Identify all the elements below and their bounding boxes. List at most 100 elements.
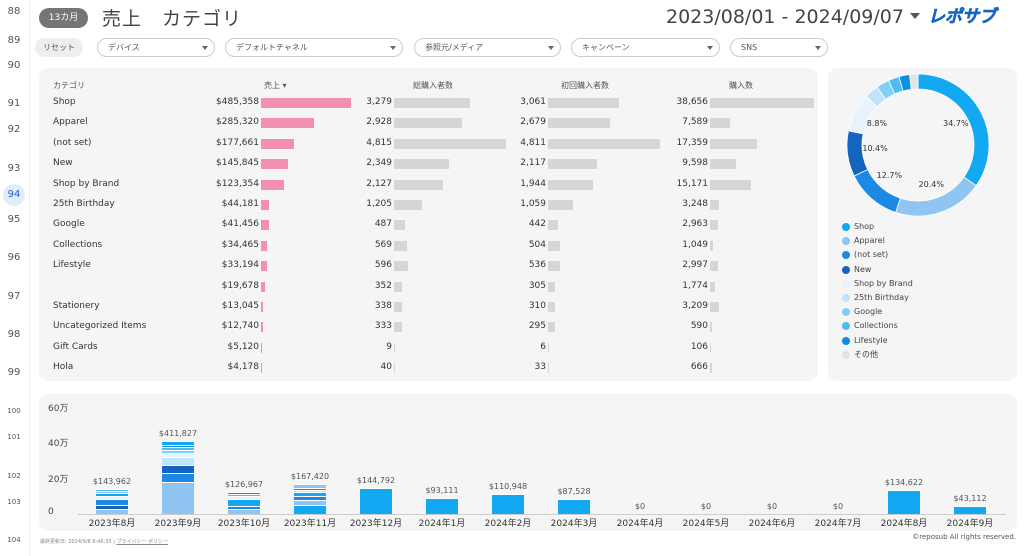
bar-segment[interactable] (954, 506, 986, 514)
first-buyers-bar (548, 138, 660, 149)
bar-segment[interactable] (162, 447, 194, 450)
row-number[interactable]: 90 (7, 60, 21, 71)
legend-item[interactable]: Collections (842, 320, 898, 332)
bar-segment[interactable] (492, 494, 524, 514)
legend-item[interactable]: Lifestyle (842, 335, 888, 347)
bar-segment[interactable] (162, 464, 194, 473)
row-number[interactable]: 100 (7, 407, 21, 415)
bar-segment[interactable] (360, 488, 392, 514)
bar-segment[interactable] (294, 500, 326, 505)
legend-item[interactable]: Google (842, 306, 882, 318)
bar-segment[interactable] (294, 488, 326, 490)
bar-segment[interactable] (228, 491, 260, 494)
bar-segment[interactable] (162, 445, 194, 448)
row-number[interactable]: 94 (3, 184, 25, 206)
legend-item[interactable]: その他 (842, 349, 878, 361)
filter-campaign[interactable]: キャンペーン (571, 38, 720, 57)
row-number[interactable]: 89 (7, 35, 21, 46)
donut-percent-label: 20.4% (918, 179, 944, 189)
bar-segment[interactable] (228, 508, 260, 514)
bar-segment[interactable] (96, 509, 128, 514)
date-range-dropdown-icon[interactable] (910, 13, 920, 19)
bar-segment[interactable] (294, 496, 326, 501)
reset-button[interactable]: リセット (35, 38, 83, 57)
bar-segment[interactable] (162, 441, 194, 446)
bar-segment[interactable] (162, 473, 194, 483)
filter-source-medium[interactable]: 参照元/メディア (414, 38, 561, 57)
date-range-picker[interactable]: 2023/08/01 - 2024/09/07 (666, 6, 904, 28)
bar-segment[interactable] (96, 492, 128, 496)
bar-segment[interactable] (558, 498, 590, 514)
bar-segment[interactable] (96, 495, 128, 499)
bar-segment[interactable] (96, 504, 128, 510)
bar-segment[interactable] (162, 482, 194, 514)
privacy-policy-link[interactable]: プライバシー ポリシー (116, 539, 168, 545)
row-number[interactable]: 103 (7, 498, 21, 506)
legend-swatch (842, 322, 850, 331)
row-number[interactable]: 91 (7, 98, 21, 109)
buyers-cell: 2,349 (366, 158, 392, 169)
category-cell: Collections (53, 239, 103, 250)
revenue-cell: $44,181 (221, 199, 259, 209)
donut-slice[interactable] (909, 73, 919, 90)
donut-slice[interactable] (846, 130, 869, 177)
period-badge[interactable]: 13カ月 (39, 8, 88, 28)
row-number[interactable]: 93 (7, 163, 21, 174)
row-number[interactable]: 104 (7, 536, 21, 544)
bar-segment[interactable] (162, 449, 194, 454)
first-buyers-bar (548, 159, 598, 170)
donut-slice[interactable] (917, 73, 990, 187)
col-header-first-buyers[interactable]: 初回購入者数 (561, 81, 609, 90)
bar-segment[interactable] (96, 498, 128, 505)
row-number[interactable]: 97 (7, 291, 21, 302)
revenue-bar (261, 302, 264, 312)
legend-item[interactable]: Shop (842, 221, 874, 233)
bar-segment[interactable] (294, 504, 326, 514)
bar-segment[interactable] (228, 506, 260, 509)
row-number[interactable]: 101 (7, 433, 21, 441)
bar-segment[interactable] (294, 489, 326, 492)
col-header-buyers[interactable]: 総購入者数 (413, 81, 453, 90)
buyers-bar (394, 220, 406, 231)
row-number[interactable]: 99 (7, 367, 21, 378)
col-header-purchases[interactable]: 購入数 (729, 81, 753, 90)
purchases-bar (710, 322, 712, 333)
row-number[interactable]: 92 (7, 124, 21, 135)
legend-item[interactable]: (not set) (842, 249, 888, 261)
bar-segment[interactable] (294, 491, 326, 497)
first-buyers-bar (548, 322, 555, 333)
row-number[interactable]: 98 (7, 329, 21, 340)
bar-segment[interactable] (426, 497, 458, 514)
bar-segment[interactable] (228, 495, 260, 500)
row-number[interactable]: 96 (7, 252, 21, 263)
col-header-revenue[interactable]: 売上 ▾ (264, 80, 287, 91)
x-tick-label: 2024年5月 (682, 519, 730, 529)
bar-segment[interactable] (96, 491, 128, 493)
purchases-bar (710, 159, 736, 170)
buyers-cell: 9 (386, 341, 392, 352)
legend-item[interactable]: Apparel (842, 235, 885, 247)
category-cell: New (53, 158, 73, 169)
first-buyers-bar (548, 240, 560, 251)
filter-device[interactable]: デバイス (97, 38, 215, 57)
filter-sns[interactable]: SNS (730, 38, 828, 57)
bar-segment[interactable] (162, 453, 194, 458)
bar-segment[interactable] (162, 457, 194, 465)
bar-segment[interactable] (888, 490, 920, 514)
bar-segment[interactable] (228, 499, 260, 507)
row-number[interactable]: 95 (7, 214, 21, 225)
row-number[interactable]: 102 (7, 472, 21, 480)
row-number[interactable]: 88 (7, 6, 21, 17)
footer-separator: | (113, 539, 115, 545)
bar-segment[interactable] (96, 488, 128, 492)
chevron-down-icon (815, 46, 821, 50)
col-header-category[interactable]: カテゴリ (53, 81, 85, 90)
bar-segment[interactable] (294, 484, 326, 489)
chevron-down-icon (707, 46, 713, 50)
legend-item[interactable]: Shop by Brand (842, 278, 913, 290)
x-tick-label: 2024年2月 (484, 519, 532, 529)
legend-item[interactable]: New (842, 264, 871, 276)
filter-default-channel[interactable]: デフォルトチャネル (225, 38, 403, 57)
bar-segment[interactable] (228, 493, 260, 496)
legend-item[interactable]: 25th Birthday (842, 292, 909, 304)
